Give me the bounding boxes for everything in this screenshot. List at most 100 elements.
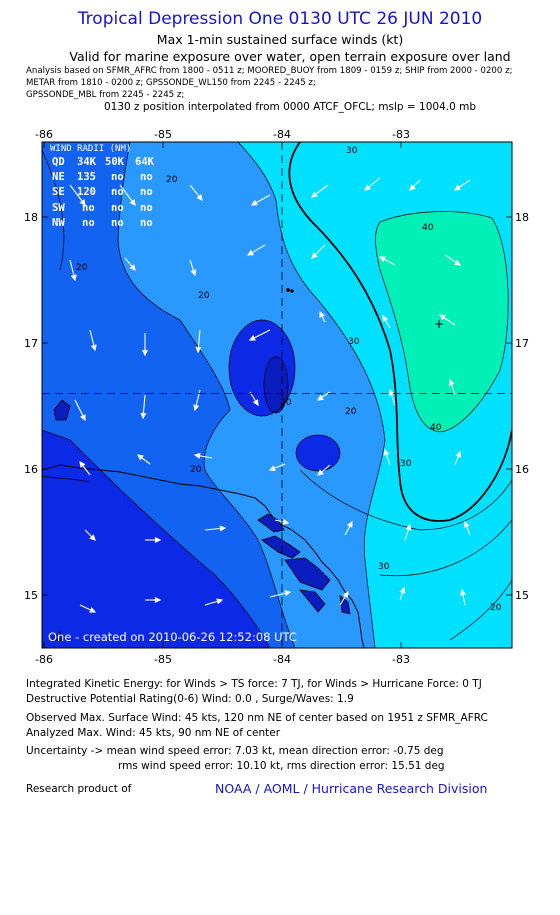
contour-label: 40 (422, 223, 434, 233)
lat-label-left: 15 (24, 589, 38, 602)
wind-vectors (69, 177, 471, 613)
wind-vector-arrowhead (378, 256, 386, 263)
wind-vector-arrowhead (193, 404, 200, 412)
lon-label-bottom: -83 (392, 653, 410, 666)
wind-radii-cell: SE (52, 186, 65, 198)
lat-label-left: 16 (24, 463, 38, 476)
wind-radii-cell: no (82, 202, 95, 214)
wind-radii-cell: no (111, 217, 124, 229)
wind-vector-arrowhead (70, 274, 77, 282)
wind-vector-arrowhead (195, 346, 202, 354)
wind-radii-cell: NE (52, 171, 65, 183)
wind-vector-arrowhead (459, 588, 466, 596)
wind-vector-arrowhead (79, 460, 86, 468)
wind-vector-arrowhead (79, 199, 86, 207)
ike-text: Integrated Kinetic Energy: for Winds > T… (26, 678, 482, 690)
wind-vector-arrowhead (399, 586, 406, 594)
wind-band-gt40 (375, 211, 509, 432)
wind-vector-arrowhead (319, 310, 325, 318)
contour-label: 20 (190, 465, 202, 475)
analysis-line-2: METAR from 1810 - 0200 z; GPSSONDE_WL150… (26, 78, 316, 88)
wind-radii-cell: 120 (77, 186, 96, 198)
wind-vector-arrowhead (154, 596, 162, 604)
contour-label: 30 (400, 459, 412, 469)
wind-vector-arrowhead (246, 249, 254, 256)
dpr-text: Destructive Potential Rating(0-6) Wind: … (26, 693, 354, 705)
wind-vector-arrowhead (248, 335, 256, 341)
wind-vector-arrowhead (342, 590, 349, 598)
wind-vector-arrowhead (190, 269, 197, 277)
contour-label: 20 (490, 603, 502, 613)
analysis-line-1: Analysis based on SFMR_AFRC from 1800 - … (26, 66, 513, 76)
analyzed-max-wind: Analyzed Max. Wind: 45 kts, 90 nm NE of … (26, 727, 281, 739)
wind-vector-arrowhead (89, 607, 97, 613)
wind-radii-table: WIND RADII (NM) QD 34K 50K 64K NE 135 no… (50, 144, 155, 229)
contour-label: 30 (378, 562, 390, 572)
wind-vector-arrowhead (90, 344, 97, 352)
wind-radii-cell: SW (52, 202, 65, 214)
lat-label-left: 17 (24, 337, 38, 350)
wind-radii-cell: no (140, 202, 153, 214)
wind-radii-cell: no (111, 171, 124, 183)
wind-vector-arrowhead (388, 388, 395, 396)
secondary-low-area (296, 435, 340, 471)
wind-vector-arrowhead (219, 525, 227, 532)
contour-label: 40 (430, 423, 442, 433)
wind-vector-arrowhead (316, 394, 324, 401)
wind-vector-arrowhead (250, 199, 258, 206)
wind-vector-arrowhead (140, 412, 147, 420)
wind-vector-arrowhead (438, 314, 446, 321)
wind-vector-arrowhead (268, 465, 276, 471)
wind-vector-arrowhead (310, 191, 318, 198)
wind-vector-arrowhead (216, 598, 224, 605)
wind-radii-cell: no (140, 171, 153, 183)
contour-label: 20 (198, 291, 210, 301)
subtitle: Max 1-min sustained surface winds (kt) (156, 32, 404, 47)
contour-lines (42, 142, 512, 648)
wind-vector-arrowhead (193, 452, 201, 459)
validity-note: Valid for marine exposure over water, op… (69, 49, 511, 64)
lon-label-top: -83 (392, 128, 410, 141)
contour-label: 20 (280, 398, 292, 408)
wind-radii-header: QD (52, 156, 65, 168)
plot-frame (41, 141, 513, 649)
analysis-line-3: GPSSONDE_MBL from 2245 - 2245 z; (26, 90, 185, 100)
page-title: Tropical Depression One 0130 UTC 26 JUN … (77, 9, 483, 29)
wind-vector-arrowhead (136, 454, 144, 461)
lat-label-right: 17 (515, 337, 529, 350)
wind-vector-arrowhead (252, 399, 259, 407)
wind-vector-arrowhead (364, 184, 371, 191)
wind-vector-arrowhead (129, 264, 136, 271)
wind-radii-header: 34K (77, 156, 97, 168)
wind-vector-arrowhead (284, 590, 292, 597)
creation-stamp: One - created on 2010-06-26 12:52:08 UTC (48, 630, 297, 644)
contour-label: 20 (166, 175, 178, 185)
wind-radii-cell: no (111, 202, 124, 214)
lon-label-top: -84 (273, 128, 291, 141)
wind-radii-cell: no (140, 186, 153, 198)
wind-vector-arrowhead (154, 536, 162, 544)
wind-vector-arrowhead (382, 314, 389, 322)
wind-vector-arrowhead (196, 194, 203, 201)
contour-label: 30 (348, 337, 360, 347)
wind-radii-header: 50K (105, 156, 125, 168)
wind-field: 20 20 20 20 20 20 30 30 30 40 40 30 20 +… (42, 142, 512, 648)
lon-label-bottom: -84 (273, 653, 291, 666)
observed-max-wind: Observed Max. Surface Wind: 45 kts, 120 … (26, 712, 488, 724)
wind-vector-arrowhead (405, 523, 412, 531)
wind-vector-arrowhead (346, 520, 353, 528)
lon-label-bottom: -86 (35, 653, 53, 666)
wind-radii-title: WIND RADII (NM) (50, 144, 131, 154)
wind-vector-arrowhead (141, 349, 149, 357)
wind-vector-arrowhead (383, 448, 390, 456)
lat-label-right: 15 (515, 589, 529, 602)
wind-radii-cell: 135 (77, 171, 96, 183)
wind-radii-cell: no (140, 217, 153, 229)
lon-label-top: -85 (154, 128, 172, 141)
contour-label: 20 (345, 407, 357, 417)
wind-vector-arrowhead (463, 520, 470, 528)
contour-label: 30 (346, 146, 358, 156)
wind-vector-arrowhead (80, 414, 86, 422)
wind-radii-header: 64K (135, 156, 155, 168)
